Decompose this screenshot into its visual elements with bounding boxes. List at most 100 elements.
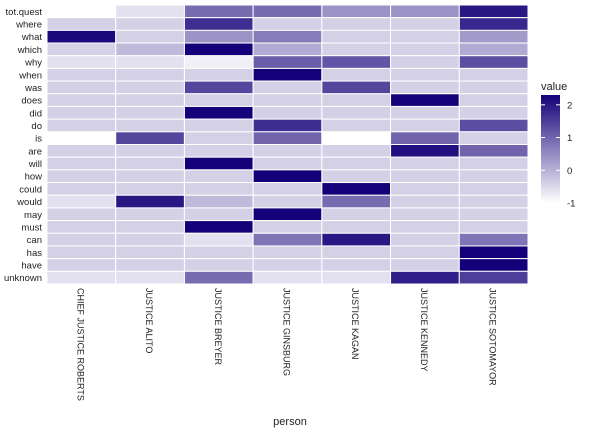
heatmap-cell <box>321 67 392 82</box>
heatmap-cell <box>252 144 323 158</box>
heatmap-cell <box>115 131 185 146</box>
heatmap-cell <box>458 4 529 19</box>
heatmap-cell <box>183 105 254 120</box>
heatmap-cell <box>252 258 323 272</box>
heatmap-cell <box>321 258 392 272</box>
heatmap-cell <box>46 220 117 234</box>
heatmap-cell <box>115 258 185 272</box>
heatmap-cell <box>458 105 529 120</box>
x-tick-label: JUSTICE KENNEDY <box>419 288 429 372</box>
heatmap-cell <box>390 118 460 133</box>
y-tick-label: which <box>17 45 42 56</box>
y-tick-label: have <box>21 260 42 271</box>
y-tick-label: do <box>31 121 42 132</box>
y-tick-label: could <box>19 184 42 195</box>
heatmap-cell <box>321 118 392 133</box>
heatmap-cell <box>321 270 392 285</box>
heatmap-cell <box>252 42 323 57</box>
heatmap-cell <box>458 245 529 260</box>
heatmap-cell <box>390 220 460 234</box>
y-tick-label: why <box>24 58 42 69</box>
y-tick-label: does <box>21 96 42 107</box>
heatmap-cell <box>115 220 185 234</box>
y-tick-label: how <box>25 172 43 183</box>
heatmap-cell <box>252 194 323 209</box>
heatmap-cell <box>321 245 392 260</box>
heatmap-cell <box>252 270 323 285</box>
legend-tick-label: 2 <box>567 100 572 111</box>
heatmap-cell <box>252 67 323 82</box>
y-tick-label: has <box>27 248 43 259</box>
heatmap-cell <box>183 220 254 234</box>
heatmap-cell <box>252 105 323 120</box>
heatmap-cell <box>46 144 117 158</box>
x-axis-labels: CHIEF JUSTICE ROBERTS JUSTICE ALITO JUSTIC… <box>75 288 497 401</box>
heatmap-cell <box>458 194 529 209</box>
heatmap-cell <box>321 29 392 44</box>
heatmap-cell <box>252 182 323 196</box>
heatmap-cell <box>115 156 185 171</box>
heatmap-cell <box>46 105 117 120</box>
heatmap-cell <box>183 182 254 196</box>
heatmap-cell <box>115 182 185 196</box>
x-axis-title: person <box>273 416 307 428</box>
heatmap-cell <box>183 194 254 209</box>
heatmap-cell <box>458 270 529 285</box>
heatmap-cell <box>458 169 529 184</box>
legend-tick-label: 0 <box>567 166 572 177</box>
heatmap-cell <box>321 93 392 107</box>
heatmap-cell <box>321 232 392 247</box>
heatmap-cell <box>458 207 529 222</box>
y-tick-label: unknown <box>4 273 42 284</box>
y-tick-label: is <box>35 134 42 145</box>
heatmap-cell <box>252 131 323 146</box>
heatmap-cell <box>390 93 460 107</box>
legend-title: value <box>541 81 567 93</box>
heatmap-cell <box>390 144 460 158</box>
heatmap-cell <box>390 156 460 171</box>
heatmap-cell <box>115 245 185 260</box>
heatmap-cell <box>321 17 392 31</box>
heatmap-cell <box>183 144 254 158</box>
y-tick-label: are <box>28 146 42 157</box>
heatmap-cell <box>115 17 185 31</box>
heatmap-cell <box>390 207 460 222</box>
heatmap-cell <box>183 80 254 95</box>
heatmap-cell <box>115 105 185 120</box>
heatmap-cell <box>390 80 460 95</box>
y-tick-label: when <box>18 70 42 81</box>
y-tick-label: tot.quest <box>6 7 43 18</box>
heatmap-cell <box>46 93 117 107</box>
heatmap-cell <box>321 194 392 209</box>
heatmap-cell <box>115 118 185 133</box>
heatmap-cell <box>183 156 254 171</box>
heatmap-cell <box>115 169 185 184</box>
heatmap-cell <box>183 169 254 184</box>
heatmap-cells <box>46 4 529 285</box>
heatmap-cell <box>115 194 185 209</box>
heatmap-cell <box>46 169 117 184</box>
heatmap-cell <box>458 55 529 69</box>
heatmap-cell <box>183 4 254 19</box>
heatmap-cell <box>390 194 460 209</box>
heatmap-cell <box>115 93 185 107</box>
heatmap-cell <box>458 156 529 171</box>
heatmap-cell <box>252 156 323 171</box>
y-tick-label: will <box>28 159 42 170</box>
heatmap-cell <box>252 93 323 107</box>
heatmap-cell <box>46 258 117 272</box>
heatmap-cell <box>115 4 185 19</box>
heatmap-cell <box>252 17 323 31</box>
y-tick-label: where <box>15 20 42 31</box>
heatmap-cell <box>458 220 529 234</box>
heatmap-cell <box>115 29 185 44</box>
heatmap-cell <box>458 29 529 44</box>
y-tick-label: what <box>21 32 42 43</box>
heatmap-cell <box>46 42 117 57</box>
heatmap-cell <box>321 131 392 146</box>
heatmap-cell <box>183 245 254 260</box>
heatmap-cell <box>252 55 323 69</box>
heatmap-cell <box>46 194 117 209</box>
